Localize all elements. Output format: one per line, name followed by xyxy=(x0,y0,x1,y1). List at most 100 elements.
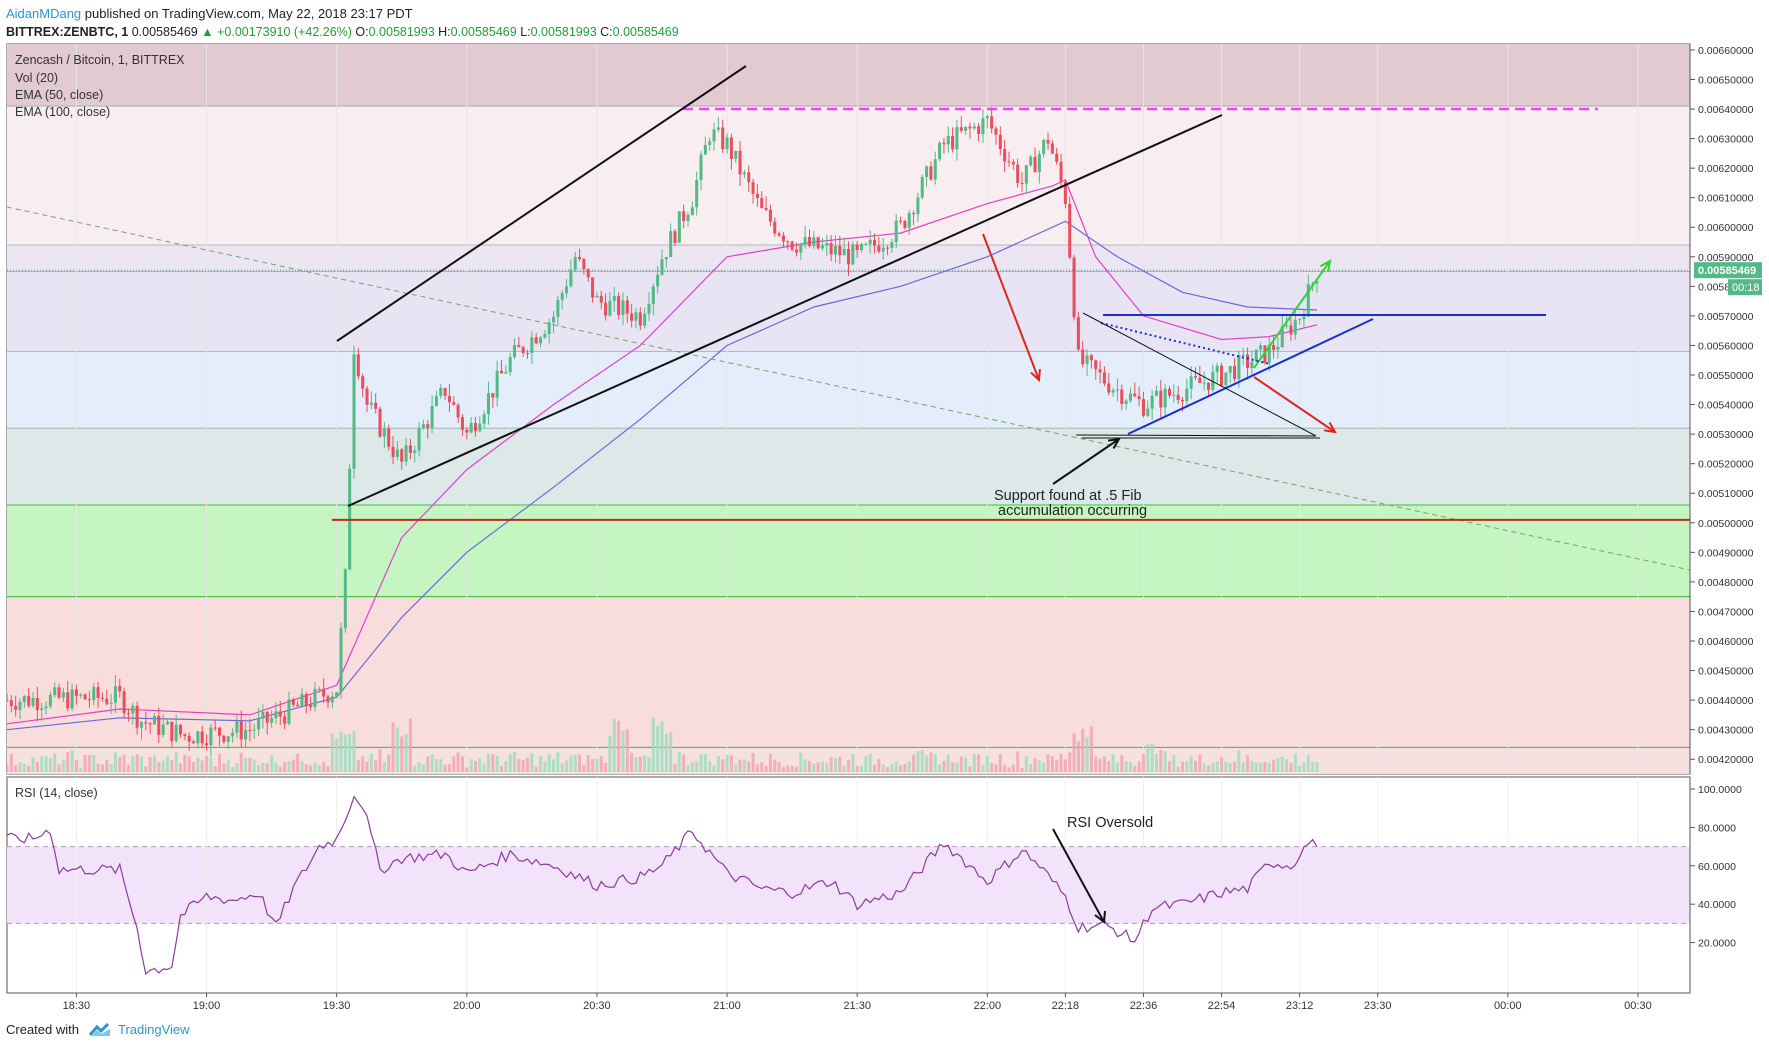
volume-bar xyxy=(656,725,660,772)
volume-bar xyxy=(213,766,217,772)
volume-bar xyxy=(495,755,499,772)
candle-body xyxy=(1098,369,1102,373)
volume-bar xyxy=(933,754,937,772)
candle-body xyxy=(517,345,521,348)
time-axis[interactable]: 18:30 19:00 19:30 20:00 20:30 21:00 21:30 22:00… xyxy=(7,992,1690,1012)
volume-bar xyxy=(899,765,903,772)
candle-body xyxy=(1024,165,1028,184)
candle-body xyxy=(395,449,399,457)
candle-body xyxy=(170,721,174,742)
candle-body xyxy=(725,137,729,150)
volume-bar xyxy=(708,761,712,772)
text-annotations: Support found at .5 Fib accumulation occ… xyxy=(994,488,1147,519)
candle-body xyxy=(317,688,321,690)
candle-body xyxy=(777,233,781,236)
candle-body xyxy=(690,207,694,216)
volume-bar xyxy=(1011,764,1015,772)
volume-bar xyxy=(617,720,621,772)
candle-body xyxy=(499,370,504,374)
author-link[interactable]: AidanMDang xyxy=(6,6,82,21)
rsi-tick-label: 100.0000 xyxy=(1698,784,1742,796)
candle-body xyxy=(417,428,421,451)
candle-body xyxy=(113,686,117,703)
symbol-label: BITTREX:ZENBTC, 1 xyxy=(6,25,129,39)
candle-body xyxy=(226,736,230,742)
volume-bar xyxy=(820,761,824,772)
price-axis[interactable]: 0.00660000 0.00650000 0.00640000 0.00630000… xyxy=(1689,44,1754,774)
high-value: 0.00585469 xyxy=(450,25,517,39)
high-label: H: xyxy=(438,25,451,39)
candle-body xyxy=(569,269,573,287)
volume-bar xyxy=(456,752,460,772)
volume-bar xyxy=(647,756,651,772)
volume-bar xyxy=(348,733,352,772)
volume-bar xyxy=(486,753,490,772)
candle-body xyxy=(157,715,161,735)
volume-bar xyxy=(716,755,720,772)
rsi-axis[interactable]: 100.0000 80.0000 60.0000 40.0000 20.0000 xyxy=(1689,777,1742,993)
volume-bar xyxy=(1016,751,1020,772)
time-tick-label: 21:00 xyxy=(713,1000,741,1012)
volume-bar xyxy=(27,765,31,772)
candle-body xyxy=(40,708,44,710)
candle-body xyxy=(734,150,738,159)
candle-body xyxy=(74,689,78,696)
volume-bar xyxy=(313,762,317,772)
candle-body xyxy=(1237,355,1241,380)
volume-bar xyxy=(938,764,942,772)
wedge-base xyxy=(1075,434,1317,437)
volume-bar xyxy=(543,761,547,772)
volume-bar xyxy=(66,752,70,772)
price-tick-label: 0.00660000 xyxy=(1698,45,1754,57)
volume-bar xyxy=(695,761,699,772)
candle-body xyxy=(486,393,490,415)
candle-body xyxy=(625,300,629,314)
volume-bar xyxy=(283,761,287,772)
current-price: 0.00585469 xyxy=(131,25,198,39)
candle-body xyxy=(61,692,65,698)
volume-bar xyxy=(1159,750,1163,772)
volume-bar xyxy=(846,760,851,772)
price-tick-label: 0.00650000 xyxy=(1698,74,1754,86)
candle-body xyxy=(265,711,269,723)
volume-bar xyxy=(998,754,1002,772)
price-tick-label: 0.00510000 xyxy=(1698,488,1754,500)
candle-body xyxy=(1063,181,1067,204)
price-pane[interactable]: Zencash / Bitcoin, 1, BITTREX Vol (20) E… xyxy=(5,43,1691,775)
candle-body xyxy=(833,245,838,255)
volume-bar xyxy=(1207,765,1211,772)
candle-body xyxy=(105,698,109,704)
volume-bar xyxy=(738,759,742,772)
volume-bar xyxy=(1055,760,1059,772)
volume-bar xyxy=(955,762,959,772)
candle-body xyxy=(70,689,74,709)
candle-body xyxy=(946,135,950,145)
volume-bar xyxy=(161,760,165,772)
rsi-pane[interactable]: RSI (14, close) RSI Oversold xyxy=(6,776,1691,994)
volume-bar xyxy=(803,759,807,772)
candle-body xyxy=(604,302,608,316)
fib-band xyxy=(7,44,1690,107)
candle-body xyxy=(764,208,768,210)
volume-bar xyxy=(1133,765,1137,772)
time-tick-label: 22:18 xyxy=(1052,1000,1080,1012)
candle-body xyxy=(87,699,91,701)
candle-body xyxy=(1111,390,1115,393)
candle-body xyxy=(1163,388,1167,408)
candle-body xyxy=(699,154,703,180)
volume-bar xyxy=(1037,760,1041,772)
volume-bar xyxy=(491,754,495,772)
candle-body xyxy=(365,388,369,405)
volume-bar xyxy=(356,760,360,772)
volume-bar xyxy=(1120,755,1124,772)
price-tick-label: 0.00540000 xyxy=(1698,400,1754,412)
volume-bar xyxy=(1224,761,1228,772)
tradingview-brand-link[interactable]: TradingView xyxy=(118,1022,190,1037)
volume-bar xyxy=(608,735,612,772)
volume-bar xyxy=(586,755,590,772)
candle-body xyxy=(903,221,907,228)
candle-body xyxy=(248,730,252,732)
rsi-series-line xyxy=(7,795,1318,976)
drop-arrow xyxy=(982,233,1040,381)
